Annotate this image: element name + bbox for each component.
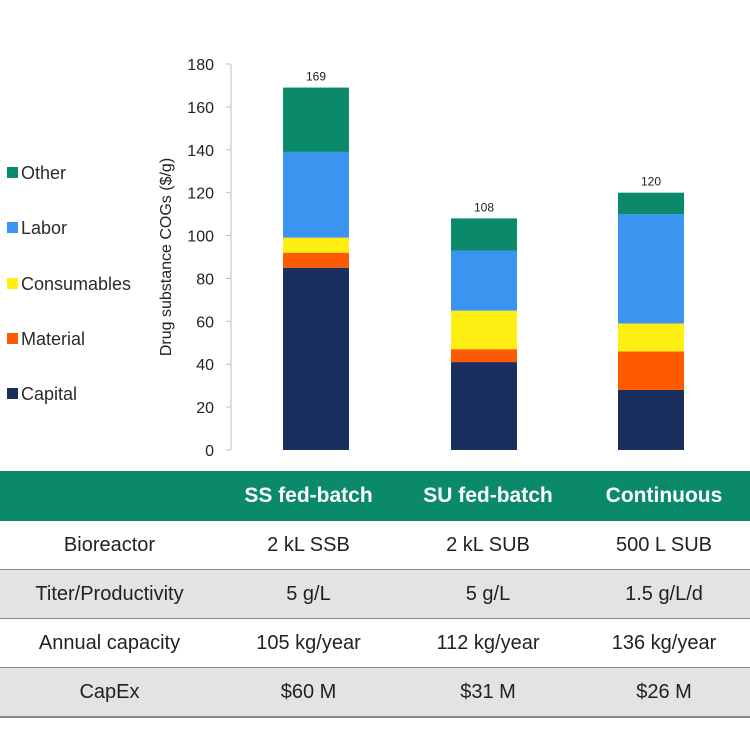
y-axis-title: Drug substance COGs ($/g) xyxy=(158,158,175,356)
y-tick-label: 60 xyxy=(196,314,214,331)
bar-segment-other xyxy=(451,218,517,251)
bar-segment-material xyxy=(283,252,349,268)
y-tick-label: 140 xyxy=(187,143,214,160)
legend-label-labor: Labor xyxy=(21,218,67,238)
bar-segment-labor xyxy=(451,250,517,311)
bar-segment-capital xyxy=(451,362,517,450)
bar-total-label: 169 xyxy=(306,70,326,84)
y-tick-label: 20 xyxy=(196,400,214,417)
bar-segment-other xyxy=(618,192,684,215)
table-cell: 500 L SUB xyxy=(578,521,750,570)
bar-total-labels: 169 108 120 xyxy=(306,70,661,215)
bar-segment-consumables xyxy=(618,323,684,352)
bar-segment-labor xyxy=(283,151,349,238)
y-tick-label: 80 xyxy=(196,271,214,288)
table-cell: $60 M xyxy=(219,667,398,718)
table-header-cell xyxy=(0,471,219,521)
table-row: CapEx $60 M $31 M $26 M xyxy=(0,667,750,718)
legend-swatch-labor xyxy=(7,222,18,233)
legend-label-capital: Capital xyxy=(21,384,77,404)
y-tick-label: 180 xyxy=(187,57,214,74)
chart-legend: Other Labor Consumables Material Capital xyxy=(7,163,131,404)
table-cell: 112 kg/year xyxy=(398,618,578,668)
table-cell: Bioreactor xyxy=(0,521,219,570)
bar-segment-material xyxy=(618,351,684,390)
table-row: Annual capacity 105 kg/year 112 kg/year … xyxy=(0,618,750,668)
table-cell: 5 g/L xyxy=(219,569,398,619)
legend-swatch-capital xyxy=(7,388,18,399)
y-axis-ticks: 0 20 40 60 80 100 120 140 160 180 xyxy=(187,57,231,460)
bar-segment-material xyxy=(451,349,517,363)
legend-swatch-other xyxy=(7,167,18,178)
y-tick-label: 40 xyxy=(196,357,214,374)
y-tick-label: 0 xyxy=(205,443,214,460)
legend-swatch-consumables xyxy=(7,278,18,289)
table-cell: Annual capacity xyxy=(0,618,219,668)
bar-segment-consumables xyxy=(283,237,349,253)
legend-label-material: Material xyxy=(21,329,85,349)
table-cell: Titer/Productivity xyxy=(0,569,219,619)
table-header-row: SS fed-batch SU fed-batch Continuous xyxy=(0,471,750,521)
table-cell: 136 kg/year xyxy=(578,618,750,668)
legend-swatch-material xyxy=(7,333,18,344)
table-cell: 2 kL SUB xyxy=(398,521,578,570)
bar-segment-labor xyxy=(618,214,684,324)
table-header-cell: SS fed-batch xyxy=(219,471,398,521)
table-row: Titer/Productivity 5 g/L 5 g/L 1.5 g/L/d xyxy=(0,569,750,619)
cogs-stacked-bar-chart: Other Labor Consumables Material Capital Dru… xyxy=(7,57,684,460)
y-tick-label: 160 xyxy=(187,100,214,117)
legend-label-other: Other xyxy=(21,163,66,183)
y-tick-label: 120 xyxy=(187,186,214,203)
bar-total-label: 120 xyxy=(641,175,661,189)
table-cell: CapEx xyxy=(0,667,219,718)
bar-segment-other xyxy=(283,87,349,152)
bar-total-label: 108 xyxy=(474,200,494,214)
table-cell: $26 M xyxy=(578,667,750,718)
table-cell: 105 kg/year xyxy=(219,618,398,668)
table-cell: 2 kL SSB xyxy=(219,521,398,570)
table-header-cell: Continuous xyxy=(578,471,750,521)
table-row: Bioreactor 2 kL SSB 2 kL SUB 500 L SUB xyxy=(0,521,750,570)
legend-label-consumables: Consumables xyxy=(21,274,131,294)
table-cell: 1.5 g/L/d xyxy=(578,569,750,619)
bar-segment-capital xyxy=(283,267,349,450)
y-tick-label: 100 xyxy=(187,229,214,246)
bar-segment-consumables xyxy=(451,310,517,350)
table-cell: 5 g/L xyxy=(398,569,578,619)
table-header-cell: SU fed-batch xyxy=(398,471,578,521)
comparison-table: SS fed-batch SU fed-batch Continuous Bio… xyxy=(0,471,750,718)
bar-segment-capital xyxy=(618,389,684,450)
bar-stacks xyxy=(283,87,684,450)
table-cell: $31 M xyxy=(398,667,578,718)
